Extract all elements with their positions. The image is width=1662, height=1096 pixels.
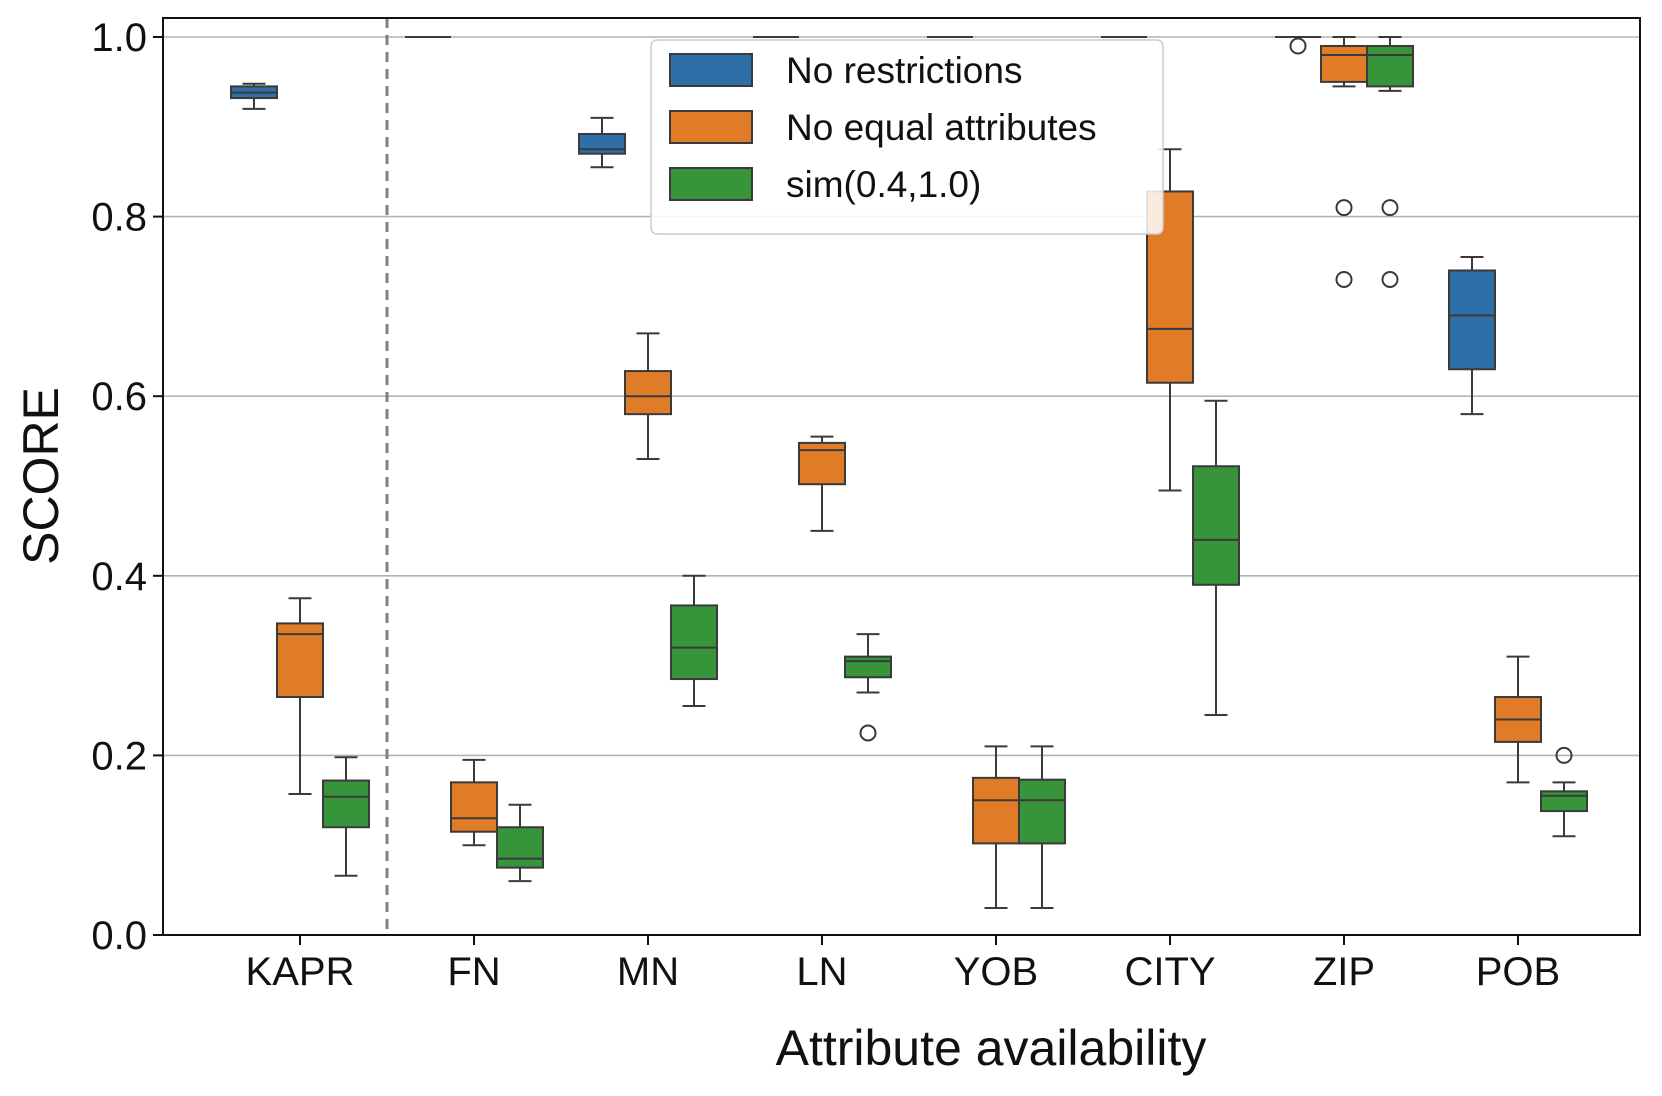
box-iqr <box>496 826 544 869</box>
box-mn <box>670 574 718 708</box>
legend-label: No equal attributes <box>786 107 1097 148</box>
outlier-point <box>1381 199 1399 217</box>
legend: No restrictions No equal attributes sim(0.… <box>650 39 1164 235</box>
box-iqr <box>322 779 370 829</box>
box-kapr <box>230 82 278 110</box>
series-no-equal-attributes <box>276 36 1542 910</box>
box-iqr <box>1366 44 1414 88</box>
x-tick-label: MN <box>617 950 679 994</box>
box-pob <box>1494 655 1542 784</box>
box-series <box>230 36 1588 910</box>
box-fn <box>450 758 498 847</box>
box-ln <box>844 633 892 742</box>
x-axis-title: Attribute availability <box>776 1020 1207 1076</box>
x-tick-label: POB <box>1476 950 1560 994</box>
box-iqr <box>670 604 718 681</box>
legend-label: No restrictions <box>786 50 1022 91</box>
box-kapr <box>322 756 370 877</box>
y-tick-label: 0.8 <box>91 196 147 240</box>
box-yob <box>1018 745 1066 910</box>
series-no-restrictions <box>230 36 1496 416</box>
box-iqr <box>1018 778 1066 845</box>
outlier-point <box>1289 37 1307 55</box>
box-ln <box>798 435 846 532</box>
x-tick-label: ZIP <box>1313 950 1375 994</box>
box-zip <box>1366 36 1414 288</box>
box-iqr <box>1192 465 1240 586</box>
outlier-point <box>859 724 877 742</box>
y-axis-ticks: 0.0 0.2 0.4 0.6 0.8 1.0 <box>91 16 163 958</box>
box-iqr <box>844 655 892 679</box>
box-iqr <box>1320 44 1368 83</box>
x-axis-ticks: KAPR FN MN LN YOB CITY ZIP POB <box>246 935 1560 994</box>
y-tick-label: 0.6 <box>91 375 147 419</box>
y-tick-label: 0.4 <box>91 555 147 599</box>
box-yob <box>972 745 1020 910</box>
box-iqr <box>972 776 1020 845</box>
box-pob <box>1448 256 1496 416</box>
x-tick-label: LN <box>796 950 847 994</box>
box-iqr <box>450 781 498 833</box>
box-city <box>1192 399 1240 716</box>
x-tick-label: KAPR <box>246 950 355 994</box>
box-iqr <box>578 132 626 155</box>
x-tick-label: FN <box>447 950 500 994</box>
box-zip <box>1320 36 1368 288</box>
box-iqr <box>624 370 672 416</box>
legend-label: sim(0.4,1.0) <box>786 164 981 205</box>
box-pob <box>1540 746 1588 838</box>
legend-swatch <box>669 53 753 87</box>
box-iqr <box>1448 269 1496 371</box>
outlier-point <box>1335 199 1353 217</box>
box-mn <box>578 116 626 169</box>
box-mn <box>624 332 672 461</box>
box-zip <box>1275 36 1321 55</box>
series-sim-0-4-1-0 <box>322 36 1588 910</box>
x-tick-label: CITY <box>1124 950 1215 994</box>
y-tick-label: 0.2 <box>91 734 147 778</box>
legend-frame <box>650 39 1164 235</box>
box-kapr <box>276 597 324 796</box>
x-tick-label: YOB <box>954 950 1038 994</box>
legend-swatch <box>669 110 753 144</box>
y-tick-label: 1.0 <box>91 16 147 60</box>
plot-frame <box>162 17 1641 936</box>
outlier-point <box>1555 746 1573 764</box>
box-iqr <box>1540 790 1588 813</box>
box-fn <box>496 803 544 883</box>
y-tick-label: 0.0 <box>91 914 147 958</box>
y-axis-title: SCORE <box>13 387 69 565</box>
outlier-point <box>1381 270 1399 288</box>
box-iqr <box>276 622 324 699</box>
legend-swatch <box>669 167 753 201</box>
outlier-point <box>1335 270 1353 288</box>
